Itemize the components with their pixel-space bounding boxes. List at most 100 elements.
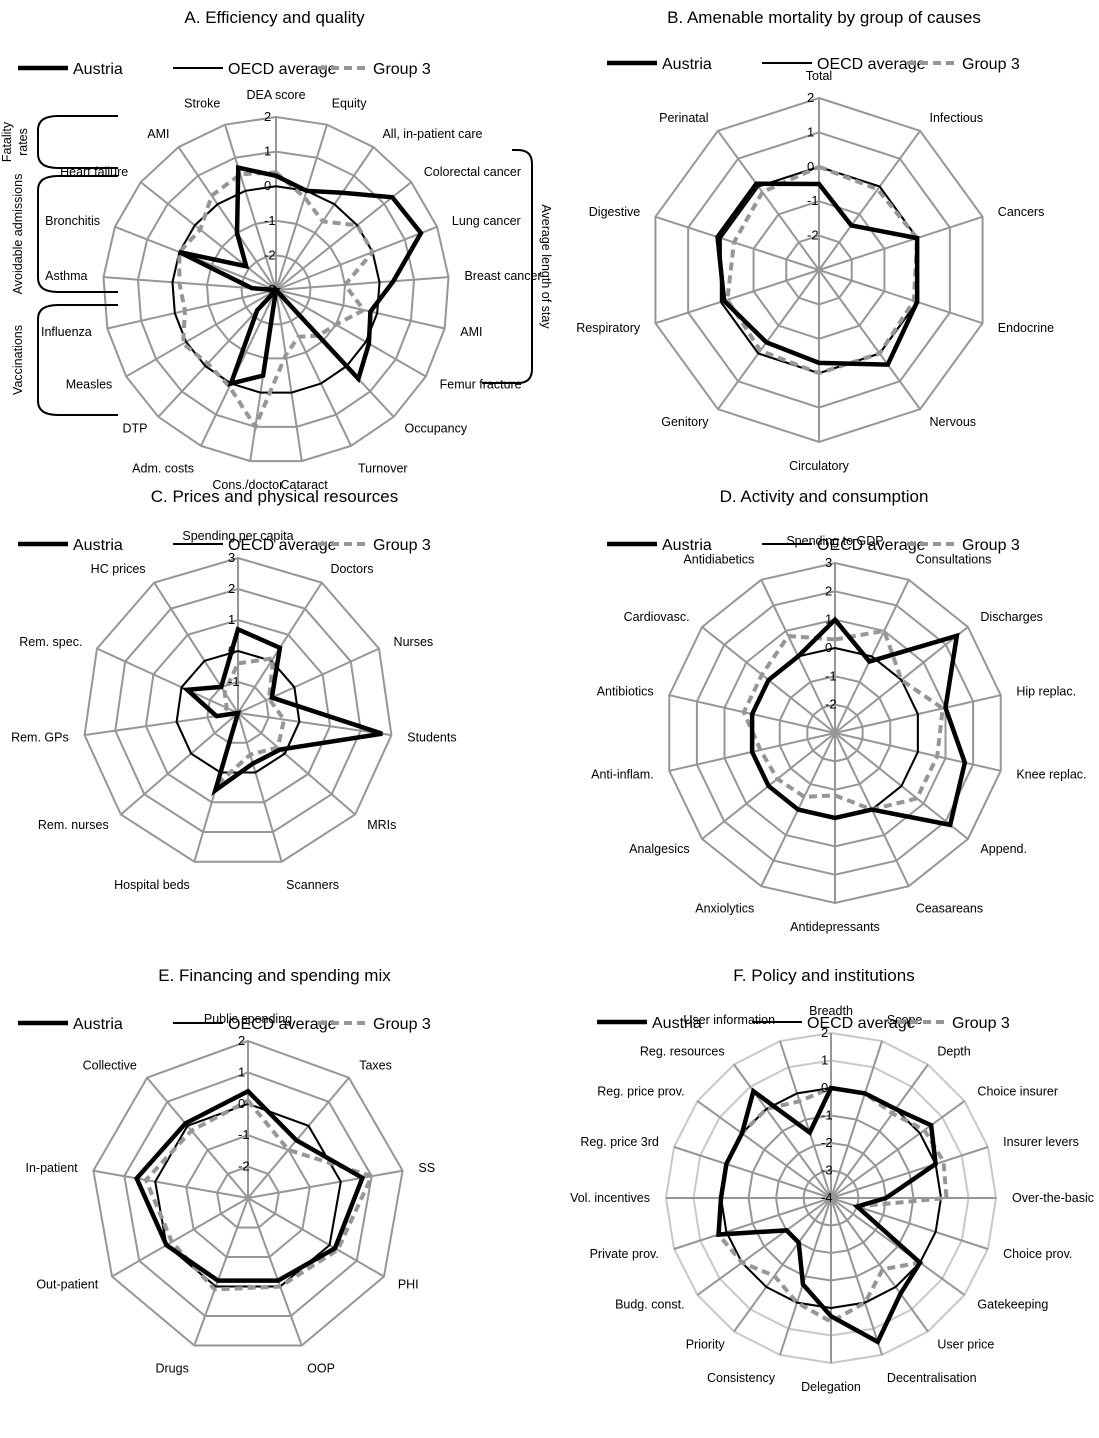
legend-label-austria: Austria: [652, 1015, 702, 1032]
grid-ring: [185, 1134, 311, 1259]
axis-label-priority: Priority: [686, 1337, 726, 1351]
grid-spoke: [696, 1100, 832, 1199]
bracket-label-fatality: Fatality: [0, 121, 14, 162]
bracket-label-vaccinations: Vaccinations: [11, 325, 25, 395]
tick-label: -1: [228, 674, 240, 689]
axis-label-cataract: Cataract: [281, 478, 329, 492]
grid-spoke: [830, 1197, 966, 1296]
axis-label-cons-doctor: Cons./doctor: [212, 478, 283, 492]
axis-label-private-prov: Private prov.: [590, 1247, 659, 1261]
chart-title: C. Prices and physical resources: [150, 487, 399, 506]
axis-label-reg-price-3rd: Reg. price 3rd: [580, 1135, 659, 1149]
grid-spoke: [120, 712, 239, 816]
series-line-austria: [715, 181, 920, 367]
axis-label-stroke: Stroke: [184, 96, 220, 110]
legend-label-oecd: OECD average: [807, 1015, 916, 1032]
axis-label-rem-nurses: Rem. nurses: [38, 818, 109, 832]
grid-spoke: [275, 124, 328, 291]
radar-chart-c: -1 0 1 2 3 Spending per capita Doctors Nurses St…: [11, 529, 457, 892]
panel-a: A. Efficiency and quality -3 -2 -1 0 1 2 DEA s…: [0, 0, 553, 492]
axis-label-respiratory: Respiratory: [576, 321, 641, 335]
grid-spoke: [673, 1197, 832, 1250]
axis-label-colorectal-cancer: Colorectal cancer: [424, 165, 521, 179]
axis-label-doctors: Doctors: [330, 562, 373, 576]
grid: [668, 561, 1002, 905]
legend: Austria OECD average Group 3: [18, 537, 431, 554]
grid-spoke: [655, 269, 820, 325]
grid-spoke: [237, 712, 356, 816]
axis-label-infectious: Infectious: [930, 111, 984, 125]
legend-label-group3: Group 3: [962, 56, 1020, 73]
axis-label-endocrine: Endocrine: [998, 321, 1054, 335]
axis-label-students: Students: [407, 730, 456, 744]
grid-ring: [136, 150, 416, 428]
tick-label: -1: [238, 1127, 250, 1142]
axis-label-mris: MRIs: [367, 818, 396, 832]
grid-spoke: [717, 130, 820, 271]
tick-label: -2: [807, 228, 819, 243]
axis-label-delegation: Delegation: [801, 1380, 861, 1394]
legend: Austria OECD average Group 3: [607, 537, 1020, 554]
tick-label: 2: [238, 1033, 245, 1048]
grid-spoke: [146, 1077, 249, 1199]
tick-label: 1: [238, 1064, 245, 1079]
axis-label-genitory: Genitory: [661, 415, 709, 429]
grid-spoke: [96, 647, 239, 714]
axis-label-consultations: Consultations: [916, 552, 992, 566]
axis-label-reg-price-prov: Reg. price prov.: [597, 1085, 684, 1099]
axis-label-antidiabetics: Antidiabetics: [683, 552, 754, 566]
axis-label-rem-gps: Rem. GPs: [11, 730, 69, 744]
tick-label: -1: [821, 1108, 833, 1123]
panel-b: B. Amenable mortality by group of causes…: [549, 0, 1099, 479]
series-line-austria: [178, 164, 424, 387]
bracket-left: [37, 304, 118, 416]
axis-label-anxiolytics: Anxiolytics: [695, 902, 754, 916]
axis-label-nervous: Nervous: [930, 415, 977, 429]
bracket-left: [37, 175, 118, 293]
grid-ring: [144, 618, 332, 804]
radar-chart-a: -3 -2 -1 0 1 2 DEA score Equity All, in-patient …: [0, 61, 553, 492]
axis-label-ss: SS: [418, 1161, 435, 1175]
axis-label-decentralisation: Decentralisation: [887, 1371, 977, 1385]
axis-label-over-the-basic: Over-the-basic: [1012, 1191, 1094, 1205]
grid-spoke: [830, 1063, 929, 1199]
grid-spoke: [655, 215, 820, 271]
axis-label-analgesics: Analgesics: [629, 842, 689, 856]
axis-label-nurses: Nurses: [394, 635, 434, 649]
grid-spoke: [275, 146, 375, 291]
tick-label: 0: [228, 643, 235, 658]
grid: [654, 96, 984, 444]
bracket-label-average-length-of-stay: Average length of stay: [539, 204, 553, 329]
legend-label-oecd: OECD average: [228, 1016, 337, 1033]
legend: Austria OECD average Group 3: [597, 1015, 1010, 1032]
axis-label-hip-replac: Hip replac.: [1016, 685, 1076, 699]
panel-c: C. Prices and physical resources -1 0 1 2 3 S…: [0, 479, 549, 958]
tick-label: 2: [228, 581, 235, 596]
tick-label: 0: [821, 1080, 828, 1095]
tick-label: -2: [238, 1159, 250, 1174]
bracket-label-rates: rates: [16, 128, 30, 156]
axis-label-perinatal: Perinatal: [659, 111, 708, 125]
legend-label-group3: Group 3: [373, 537, 431, 554]
axis-label-influenza: Influenza: [41, 325, 92, 339]
axis-label-rem-spec: Rem. spec.: [19, 635, 82, 649]
brackets: Fatality rates Avoidable admissions Vaccina…: [0, 115, 553, 416]
axis-label-phi: PHI: [398, 1278, 419, 1292]
grid-spoke: [247, 1197, 303, 1346]
axis-label-collective: Collective: [83, 1058, 137, 1072]
grid-ring: [114, 587, 362, 833]
grid-spoke: [733, 1063, 832, 1199]
radar-chart-e: -2 -1 0 1 2 Public spending Taxes SS PHI OOP Drugs…: [18, 1012, 435, 1376]
grid-spoke: [237, 712, 392, 737]
series-line-austria: [181, 626, 383, 796]
axis-label-asthma: Asthma: [45, 269, 87, 283]
grid-spoke: [779, 1040, 832, 1199]
axis-label-antidepressants: Antidepressants: [790, 920, 880, 934]
chart-title: E. Financing and spending mix: [158, 966, 391, 985]
grid-spoke: [237, 712, 283, 863]
grid-spoke: [830, 1100, 966, 1199]
axis-label-hc-prices: HC prices: [91, 562, 146, 576]
axis-label-all-in-patient-care: All, in-patient care: [382, 127, 482, 141]
axis-label-vol-incentives: Vol. incentives: [570, 1191, 650, 1205]
grid-spoke: [111, 1197, 249, 1278]
